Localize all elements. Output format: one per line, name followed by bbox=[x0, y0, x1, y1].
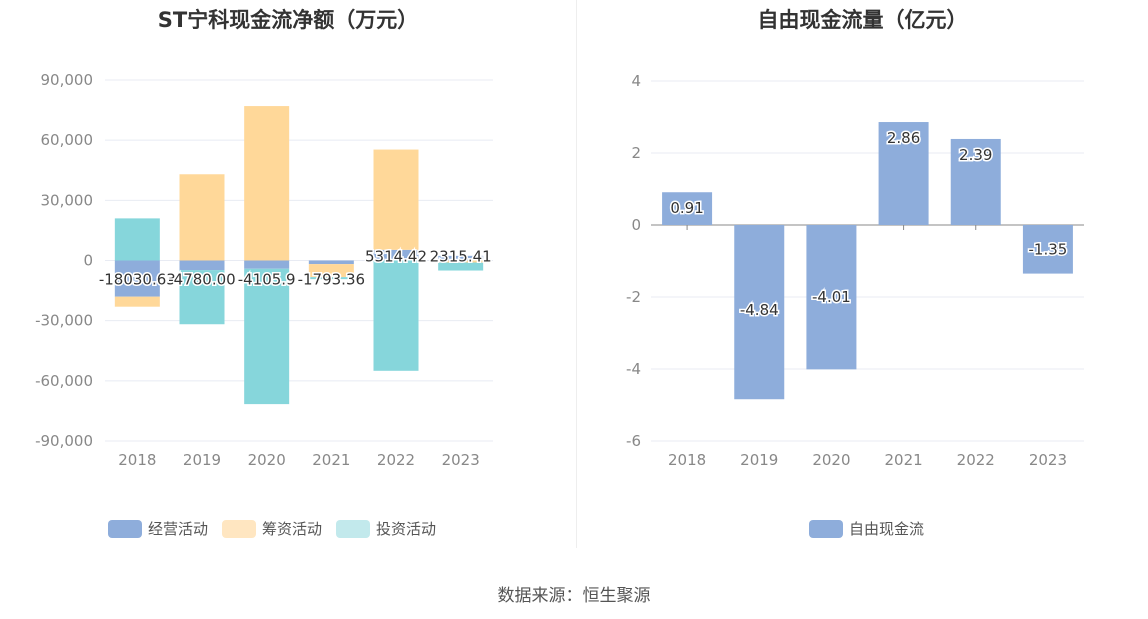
y-tick-label: -60,000 bbox=[35, 372, 93, 390]
x-tick-label: 2020 bbox=[248, 451, 286, 469]
left-chart-svg: 90,000 60,000 30,000 0 -30,000 -60,000 -90,000… bbox=[35, 71, 493, 469]
left-legend: 经营活动 筹资活动 投资活动 bbox=[108, 518, 436, 539]
bar-经营活动-2022 bbox=[373, 249, 419, 261]
data-label-operating: -4105.9 bbox=[238, 271, 296, 289]
legend-label-operating: 经营活动 bbox=[148, 520, 209, 538]
legend-item-investing[interactable]: 投资活动 bbox=[336, 518, 436, 539]
legend-label-investing: 投资活动 bbox=[376, 520, 437, 538]
right-chart-title: 自由现金流量（亿元） bbox=[757, 8, 968, 32]
y-tick-label: -2 bbox=[626, 288, 641, 306]
data-label-fcf: 2.39 bbox=[959, 146, 992, 164]
bar-经营活动-2019 bbox=[179, 260, 225, 271]
data-label-operating: 2315.41 bbox=[430, 248, 492, 266]
x-tick-label: 2019 bbox=[740, 451, 778, 469]
bar-投资活动-2020 bbox=[244, 268, 290, 405]
panel-divider bbox=[576, 0, 577, 548]
x-tick-label: 2018 bbox=[118, 451, 156, 469]
data-label-fcf: -1.35 bbox=[1029, 240, 1068, 258]
right-legend: 自由现金流 bbox=[809, 518, 924, 539]
y-tick-label: 0 bbox=[631, 216, 641, 234]
bar-经营活动-2018 bbox=[114, 260, 160, 297]
bar-fcf-2020 bbox=[806, 225, 857, 370]
bar-fcf-2019 bbox=[734, 225, 785, 400]
x-tick-label: 2019 bbox=[183, 451, 221, 469]
bar-投资活动-2019 bbox=[179, 270, 225, 325]
bar-经营活动-2021 bbox=[308, 260, 354, 265]
legend-label-fcf: 自由现金流 bbox=[849, 520, 925, 538]
legend-swatch-operating bbox=[108, 519, 142, 538]
bar-筹资活动-2021 bbox=[308, 264, 354, 278]
y-tick-label: 2 bbox=[631, 144, 641, 162]
y-tick-label: -4 bbox=[626, 360, 641, 378]
data-label-fcf: 0.91 bbox=[670, 199, 703, 217]
x-tick-label: 2022 bbox=[957, 451, 995, 469]
bar-筹资活动-2019 bbox=[179, 174, 225, 261]
bar-投资活动-2021 bbox=[308, 277, 354, 280]
legend-swatch-fcf bbox=[809, 519, 843, 538]
bar-筹资活动-2022 bbox=[373, 149, 419, 250]
data-label-fcf: -4.84 bbox=[740, 301, 779, 319]
y-tick-label: 0 bbox=[83, 252, 93, 270]
legend-item-operating[interactable]: 经营活动 bbox=[108, 518, 208, 539]
y-tick-label: 4 bbox=[631, 72, 641, 90]
bar-经营活动-2023 bbox=[438, 255, 484, 261]
y-tick-label: 30,000 bbox=[41, 191, 94, 209]
y-tick-label: -90,000 bbox=[35, 432, 93, 450]
y-tick-label: 90,000 bbox=[41, 71, 94, 89]
y-tick-label: -6 bbox=[626, 432, 641, 450]
x-tick-label: 2018 bbox=[668, 451, 706, 469]
data-label-fcf: 2.86 bbox=[887, 129, 920, 147]
x-tick-label: 2023 bbox=[442, 451, 480, 469]
bar-fcf-2021 bbox=[878, 122, 929, 225]
bar-投资活动-2022 bbox=[373, 260, 419, 371]
bar-投资活动-2023 bbox=[438, 262, 484, 271]
bar-fcf-2023 bbox=[1022, 225, 1073, 274]
data-label-operating: -18030.63 bbox=[99, 271, 176, 289]
bar-投资活动-2018 bbox=[114, 218, 160, 261]
bar-fcf-2022 bbox=[950, 138, 1001, 225]
x-tick-label: 2021 bbox=[884, 451, 922, 469]
data-source: 数据来源：恒生聚源 bbox=[497, 586, 651, 606]
x-tick-label: 2022 bbox=[377, 451, 415, 469]
bar-fcf-2018 bbox=[662, 192, 713, 225]
legend-swatch-financing bbox=[222, 519, 257, 538]
right-chart-panel: 自由现金流量（亿元） 4 2 0 -2 -4 -6 2018 0.91 2019 -4.84 202… bbox=[577, 0, 1148, 550]
y-tick-label: -30,000 bbox=[35, 312, 93, 330]
bar-筹资活动-2023 bbox=[438, 260, 484, 263]
bar-筹资活动-2018 bbox=[114, 296, 160, 307]
legend-item-fcf[interactable]: 自由现金流 bbox=[809, 518, 924, 539]
right-chart-svg: 4 2 0 -2 -4 -6 2018 0.91 2019 -4.84 2020 -4.01 2021 2… bbox=[626, 72, 1084, 469]
legend-item-financing[interactable]: 筹资活动 bbox=[222, 518, 322, 539]
y-tick-label: 60,000 bbox=[41, 131, 94, 149]
data-label-operating: -4780.00 bbox=[168, 271, 235, 289]
left-chart-title: ST宁科现金流净额（万元） bbox=[157, 8, 419, 32]
bar-筹资活动-2020 bbox=[244, 106, 290, 261]
bar-经营活动-2020 bbox=[244, 260, 290, 269]
data-label-fcf: -4.01 bbox=[812, 288, 851, 306]
left-chart-panel: ST宁科现金流净额（万元） 90,000 60,000 30,000 0 -30,000… bbox=[0, 0, 576, 550]
x-tick-label: 2023 bbox=[1029, 451, 1067, 469]
x-tick-label: 2021 bbox=[312, 451, 350, 469]
x-tick-label: 2020 bbox=[812, 451, 850, 469]
legend-label-financing: 筹资活动 bbox=[262, 520, 323, 538]
data-label-operating: 5314.42 bbox=[365, 248, 427, 266]
legend-swatch-investing bbox=[336, 519, 371, 538]
data-label-operating: -1793.36 bbox=[298, 271, 365, 289]
